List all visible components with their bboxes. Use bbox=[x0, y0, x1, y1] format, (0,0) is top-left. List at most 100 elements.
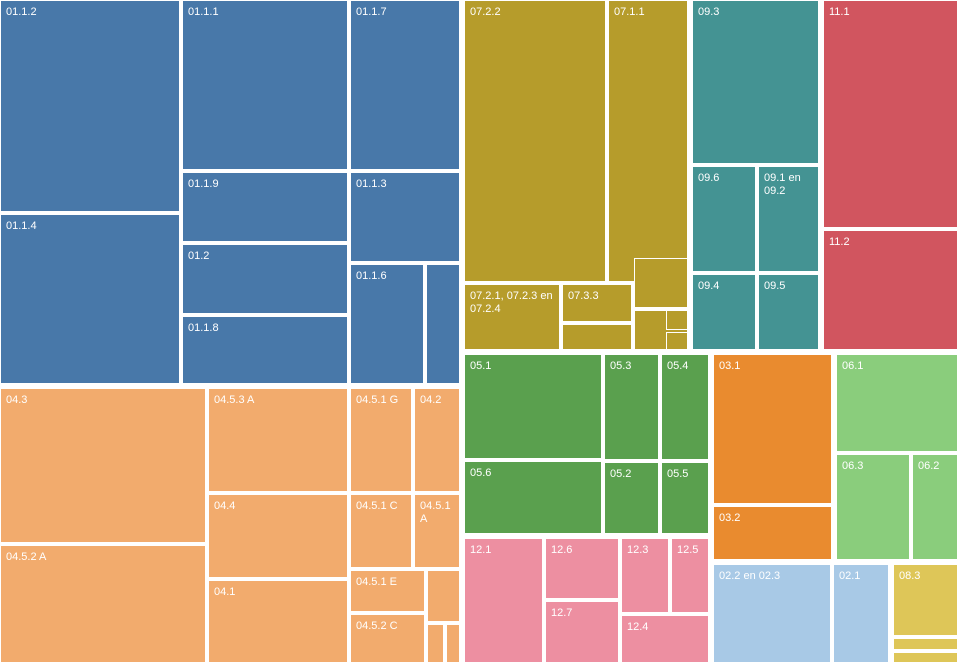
cell-label: 01.1.4 bbox=[6, 220, 37, 233]
cell-label: 04.5.2 C bbox=[356, 620, 398, 633]
treemap-cell[interactable]: 04.1 bbox=[208, 580, 348, 663]
treemap-cell[interactable]: 07.2.2 bbox=[464, 0, 606, 282]
cell-label: 01.1.7 bbox=[356, 6, 387, 19]
treemap-cell[interactable] bbox=[893, 638, 958, 650]
cell-label: 11.2 bbox=[829, 236, 850, 249]
treemap-cell[interactable]: 12.5 bbox=[671, 538, 709, 613]
treemap-cell[interactable]: 12.3 bbox=[621, 538, 669, 613]
cell-label: 01.1.9 bbox=[188, 178, 219, 191]
treemap-cell[interactable]: 01.1.3 bbox=[350, 172, 460, 262]
cell-label: 05.4 bbox=[667, 360, 688, 373]
cell-label: 04.4 bbox=[214, 500, 235, 513]
cell-label: 12.1 bbox=[470, 544, 491, 557]
treemap-cell[interactable]: 05.1 bbox=[464, 354, 602, 459]
treemap-cell[interactable] bbox=[426, 264, 460, 384]
treemap-cell[interactable]: 04.5.1 A bbox=[414, 494, 460, 568]
treemap-cell[interactable]: 01.1.1 bbox=[182, 0, 348, 170]
treemap-cell[interactable] bbox=[427, 570, 460, 622]
cell-label: 07.2.1, 07.2.3 en 07.2.4 bbox=[470, 290, 553, 316]
treemap-cell[interactable]: 01.1.8 bbox=[182, 316, 348, 384]
treemap-cell[interactable]: 01.1.7 bbox=[350, 0, 460, 170]
cell-label: 01.2 bbox=[188, 250, 209, 263]
cell-label: 07.3.3 bbox=[568, 290, 599, 303]
cell-label: 09.1 en 09.2 bbox=[764, 172, 801, 198]
cell-label: 11.1 bbox=[829, 6, 850, 19]
treemap-cell[interactable]: 05.4 bbox=[661, 354, 709, 460]
treemap-cell[interactable] bbox=[893, 652, 958, 663]
treemap-cell[interactable]: 01.1.6 bbox=[350, 264, 424, 384]
treemap-cell[interactable]: 07.2.1, 07.2.3 en 07.2.4 bbox=[464, 284, 560, 350]
treemap-cell[interactable]: 07.3.3 bbox=[562, 284, 632, 322]
treemap-cell[interactable]: 04.5.2 C bbox=[350, 614, 425, 663]
treemap-cell[interactable]: 04.2 bbox=[414, 388, 460, 492]
treemap-cell[interactable]: 05.6 bbox=[464, 461, 602, 534]
treemap-cell[interactable]: 05.3 bbox=[604, 354, 659, 460]
treemap-cell[interactable]: 03.2 bbox=[713, 506, 832, 560]
cell-label: 05.5 bbox=[667, 468, 688, 481]
treemap-cell[interactable]: 04.5.1 C bbox=[350, 494, 412, 568]
treemap-cell[interactable]: 09.1 en 09.2 bbox=[758, 166, 819, 272]
treemap-cell[interactable]: 05.5 bbox=[661, 462, 709, 534]
treemap-cell[interactable]: 01.2 bbox=[182, 244, 348, 314]
treemap-cell[interactable]: 09.3 bbox=[692, 0, 819, 164]
cell-label: 04.5.1 E bbox=[356, 576, 397, 589]
cell-label: 12.3 bbox=[627, 544, 648, 557]
cell-label: 02.2 en 02.3 bbox=[719, 570, 780, 583]
treemap-cell[interactable]: 04.3 bbox=[0, 388, 206, 543]
treemap-cell[interactable]: 04.5.1 E bbox=[350, 570, 425, 612]
cell-label: 12.4 bbox=[627, 621, 648, 634]
treemap-cell[interactable]: 04.5.2 A bbox=[0, 545, 206, 663]
treemap-cell[interactable]: 07.1.1 bbox=[608, 0, 688, 282]
treemap-cell[interactable]: 01.1.9 bbox=[182, 172, 348, 242]
cell-label: 05.2 bbox=[610, 468, 631, 481]
cell-label: 05.6 bbox=[470, 467, 491, 480]
cell-label: 06.2 bbox=[918, 460, 939, 473]
cell-label: 01.1.2 bbox=[6, 6, 37, 19]
cell-label: 12.7 bbox=[551, 607, 572, 620]
treemap-cell[interactable]: 12.1 bbox=[464, 538, 543, 663]
treemap-cell[interactable]: 02.2 en 02.3 bbox=[713, 564, 831, 663]
treemap-cell[interactable]: 08.3 bbox=[893, 564, 958, 636]
treemap-cell[interactable] bbox=[427, 624, 444, 663]
treemap-cell[interactable]: 11.1 bbox=[823, 0, 958, 228]
treemap-cell[interactable]: 09.4 bbox=[692, 274, 756, 350]
cell-label: 04.5.1 C bbox=[356, 500, 398, 513]
treemap-cell[interactable]: 09.6 bbox=[692, 166, 756, 272]
treemap-cell[interactable]: 04.4 bbox=[208, 494, 348, 578]
treemap-cell[interactable]: 06.3 bbox=[836, 454, 910, 560]
treemap-cell[interactable] bbox=[666, 310, 688, 330]
treemap-cell[interactable]: 06.1 bbox=[836, 354, 958, 452]
cell-label: 03.1 bbox=[719, 360, 740, 373]
treemap-cell[interactable] bbox=[634, 258, 688, 308]
cell-label: 06.3 bbox=[842, 460, 863, 473]
treemap-cell[interactable] bbox=[562, 324, 632, 350]
cell-label: 01.1.6 bbox=[356, 270, 387, 283]
treemap-cell[interactable]: 02.1 bbox=[833, 564, 889, 663]
treemap-cell[interactable]: 06.2 bbox=[912, 454, 958, 560]
treemap-cell[interactable]: 05.2 bbox=[604, 462, 659, 534]
cell-label: 04.3 bbox=[6, 394, 27, 407]
cell-label: 09.6 bbox=[698, 172, 719, 185]
treemap-cell[interactable] bbox=[666, 332, 688, 350]
treemap-cell[interactable]: 12.4 bbox=[621, 615, 709, 663]
treemap-cell[interactable]: 12.6 bbox=[545, 538, 619, 599]
cell-label: 07.2.2 bbox=[470, 6, 501, 19]
cell-label: 04.5.3 A bbox=[214, 394, 254, 407]
treemap-cell[interactable]: 01.1.2 bbox=[0, 0, 180, 212]
treemap-chart: 01.1.2 01.1.4 01.1.1 01.1.9 01.2 01.1.8 01.1.7… bbox=[0, 0, 958, 663]
treemap-cell[interactable]: 01.1.4 bbox=[0, 214, 180, 384]
treemap-cell[interactable]: 03.1 bbox=[713, 354, 832, 504]
treemap-cell[interactable]: 04.5.3 A bbox=[208, 388, 348, 492]
cell-label: 05.1 bbox=[470, 360, 491, 373]
treemap-cell[interactable]: 11.2 bbox=[823, 230, 958, 350]
treemap-cell[interactable]: 09.5 bbox=[758, 274, 819, 350]
treemap-cell[interactable]: 12.7 bbox=[545, 601, 619, 663]
cell-label: 04.5.1 G bbox=[356, 394, 398, 407]
cell-label: 06.1 bbox=[842, 360, 863, 373]
treemap-cell[interactable]: 04.5.1 G bbox=[350, 388, 412, 492]
cell-label: 08.3 bbox=[899, 570, 920, 583]
cell-label: 07.1.1 bbox=[614, 6, 645, 19]
cell-label: 04.2 bbox=[420, 394, 441, 407]
cell-label: 12.5 bbox=[677, 544, 698, 557]
treemap-cell[interactable] bbox=[446, 624, 460, 663]
